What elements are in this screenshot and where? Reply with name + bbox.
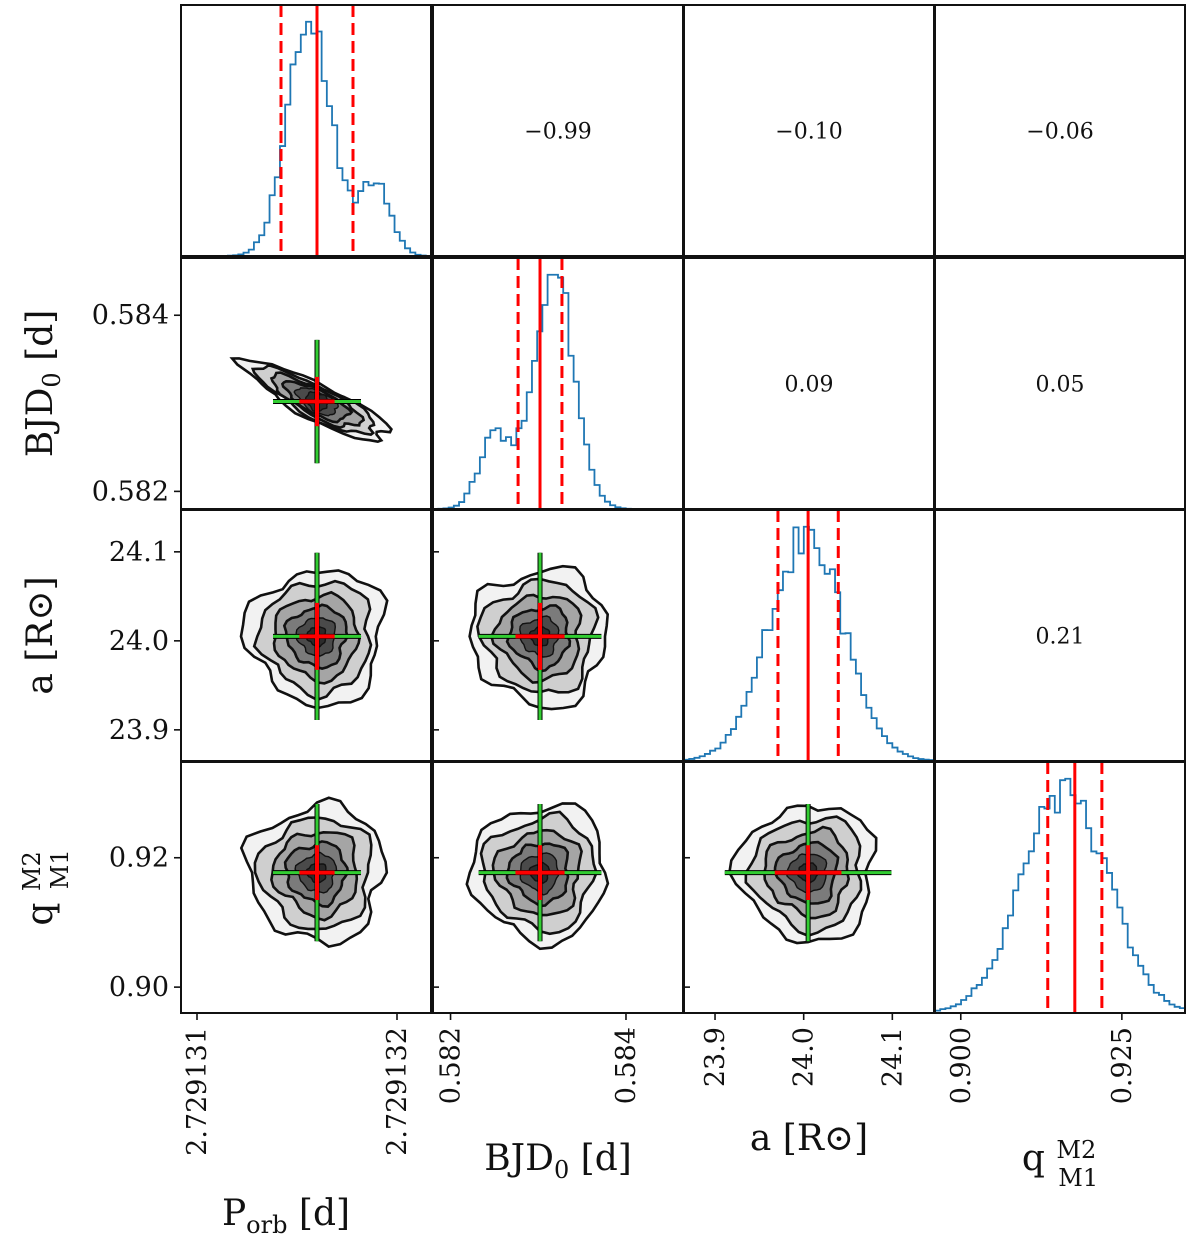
panel-frame: [180, 761, 432, 1014]
correlation-label: 0.21: [1036, 625, 1085, 650]
contour-panel-BJD_0-vs-a: [468, 552, 610, 721]
correlation-label: −0.06: [1026, 120, 1093, 145]
correlation-label: 0.09: [785, 373, 834, 398]
y-tick-label: 0.582: [92, 476, 169, 507]
x-tick-label: 0.584: [611, 1027, 642, 1104]
x-tick-label: 0.582: [436, 1027, 467, 1104]
x-axis-title-a: a [R⊙]: [750, 1118, 868, 1159]
histogram-steps: [935, 777, 1185, 1012]
y-tick-label: 0.90: [109, 972, 169, 1003]
x-tick-label: 23.9: [700, 1027, 731, 1087]
y-axis-title-a: a [R⊙]: [20, 576, 61, 694]
panel-frame: [934, 761, 1186, 1014]
histogram-P_orb: [181, 5, 431, 257]
y-tick-label: 23.9: [109, 715, 169, 746]
contour-panel-P_orb-vs-a: [239, 552, 389, 721]
contour-panel-P_orb-vs-BJD_0: [229, 339, 393, 464]
x-tick-label: 0.900: [946, 1027, 977, 1104]
y-axis-title-q: q M2M1: [18, 849, 74, 925]
correlation-label: −0.10: [775, 120, 842, 145]
contour-panel-a-vs-q: [724, 804, 892, 945]
x-axis-title-P_orb: Porb [d]: [222, 1193, 350, 1239]
y-tick-label: 24.1: [109, 537, 169, 568]
x-tick-label: 0.925: [1107, 1027, 1138, 1104]
y-tick-label: 0.92: [109, 843, 169, 874]
x-tick-label: 24.1: [877, 1027, 908, 1087]
x-tick-label: 2.729131: [182, 1027, 213, 1156]
histogram-steps: [181, 20, 431, 257]
contour-panel-P_orb-vs-q: [239, 796, 389, 948]
panel-frame: [180, 4, 432, 257]
contour-panel-BJD_0-vs-q: [465, 802, 610, 951]
y-tick-label: 0.584: [92, 300, 169, 331]
panel-frame: [934, 4, 1186, 257]
histogram-steps: [433, 273, 683, 510]
histogram-BJD_0: [433, 258, 683, 510]
correlation-label: −0.99: [524, 120, 591, 145]
histogram-a: [684, 510, 934, 761]
histogram-q: [935, 762, 1185, 1013]
x-axis-title-q: q M2 M1: [1022, 1136, 1098, 1192]
y-axis-title-BJD_0: BJD0 [d]: [20, 310, 66, 458]
correlation-label: 0.05: [1036, 373, 1085, 398]
x-axis-title-BJD_0: BJD0 [d]: [484, 1138, 632, 1184]
y-tick-label: 24.0: [109, 626, 169, 657]
x-tick-label: 2.729132: [382, 1027, 413, 1156]
x-tick-label: 24.0: [789, 1027, 820, 1087]
panel-frame: [432, 257, 684, 510]
